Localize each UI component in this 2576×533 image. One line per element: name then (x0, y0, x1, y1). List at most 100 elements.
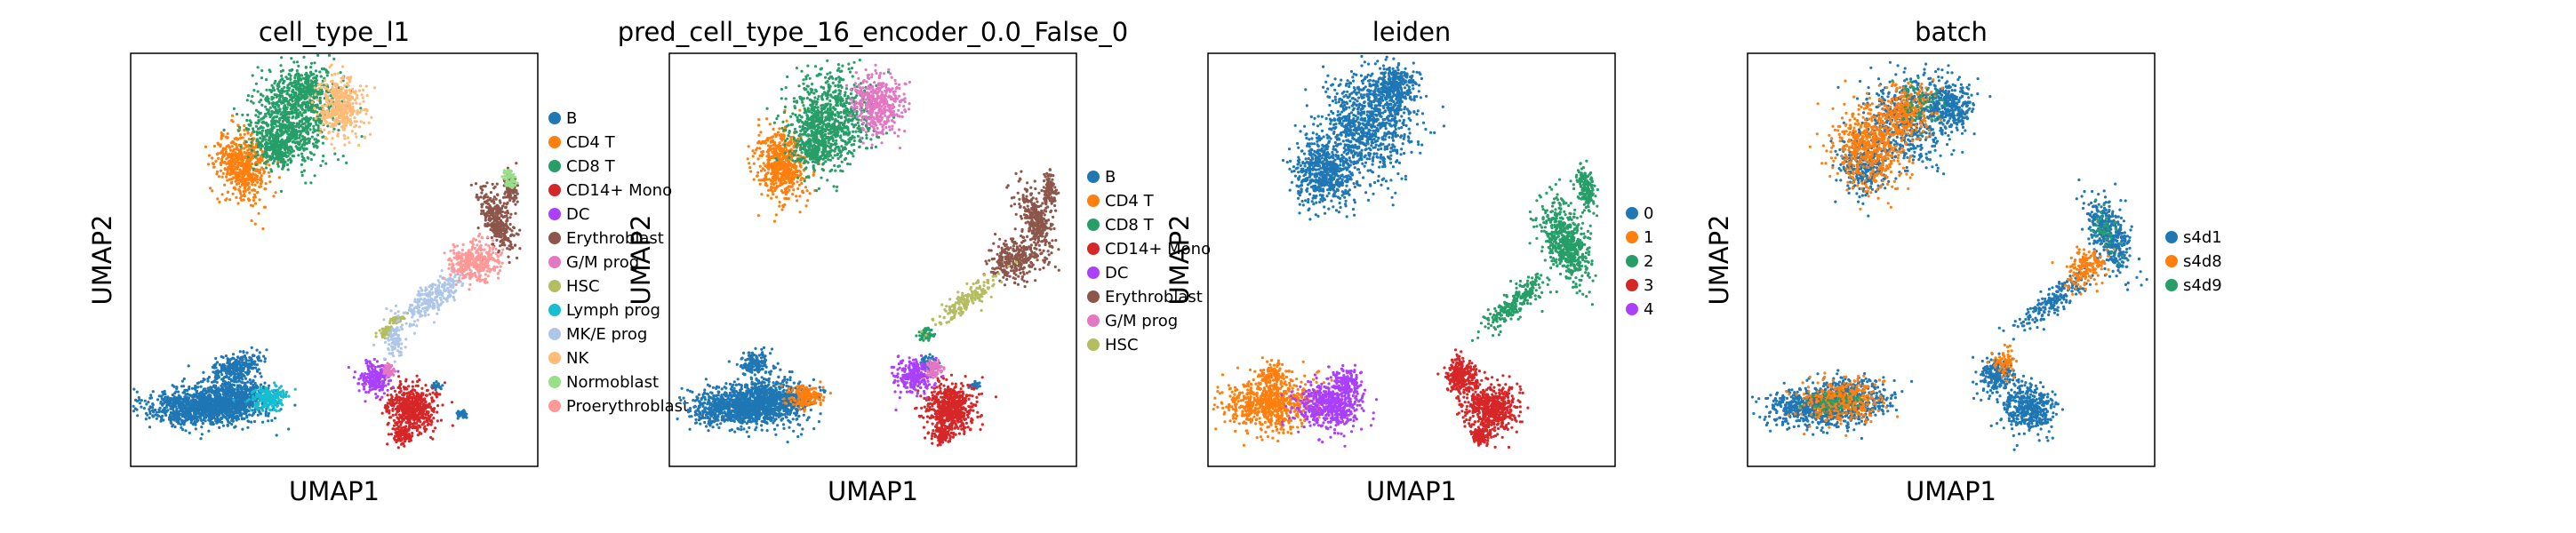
scatter-point (479, 195, 483, 199)
scatter-point (304, 80, 308, 84)
scatter-point (296, 147, 300, 151)
scatter-point (220, 137, 223, 140)
scatter-point (164, 393, 167, 396)
scatter-point (380, 395, 384, 399)
scatter-point (241, 113, 244, 116)
scatter-point (260, 359, 263, 362)
scatter-point (245, 414, 249, 418)
scatter-point (228, 402, 232, 405)
scatter-point (388, 398, 391, 402)
scatter-point (228, 362, 232, 365)
scatter-point (315, 140, 318, 144)
scatter-point (171, 412, 174, 416)
scatter-point (232, 159, 236, 163)
scatter-point (244, 404, 248, 408)
scatter-point (219, 169, 222, 172)
scatter-point (373, 365, 377, 370)
scatter-point (148, 416, 151, 419)
scatter-point (156, 398, 160, 402)
scatter-point (148, 410, 152, 413)
scatter-point (480, 205, 484, 209)
scatter-point (220, 400, 225, 403)
scatter-point (260, 121, 264, 124)
scatter-point (247, 359, 251, 362)
scatter-point (492, 195, 496, 199)
scatter-point (274, 110, 277, 114)
scatter-point (291, 140, 294, 144)
scatter-point (490, 235, 494, 240)
scatter-point (420, 392, 424, 395)
scatter-point (362, 378, 365, 382)
scatter-point (177, 412, 180, 416)
scatter-point (300, 96, 303, 100)
scatter-point (254, 124, 258, 128)
scatter-point (250, 140, 253, 144)
scatter-point (190, 386, 195, 390)
scatter-point (227, 420, 230, 424)
scatter-point (212, 385, 215, 388)
scatter-point (252, 366, 255, 370)
scatter-point (508, 240, 512, 244)
scatter-point (425, 394, 428, 397)
scatter-point (376, 365, 380, 369)
scatter-point (242, 189, 245, 194)
scatter-point (431, 386, 435, 390)
scatter-point (429, 413, 433, 417)
scatter-point (181, 407, 185, 410)
scatter-point (260, 76, 264, 80)
scatter-point (256, 180, 260, 184)
scatter-point (239, 147, 243, 151)
scatter-point (303, 159, 307, 163)
scatter-point (293, 91, 297, 94)
scatter-point (303, 76, 307, 80)
scatter-point (230, 145, 234, 148)
scatter-point (261, 420, 265, 424)
scatter-point (236, 395, 240, 399)
scatter-point (370, 371, 373, 375)
scatter-point (263, 135, 267, 139)
scatter-point (275, 124, 278, 128)
scatter-point (297, 122, 300, 125)
scatter-point (407, 391, 411, 394)
scatter-point (268, 180, 272, 184)
scatter-point (267, 147, 270, 151)
scatter-point (386, 423, 389, 426)
scatter-point (253, 222, 257, 226)
scatter-point (305, 126, 308, 130)
scatter-point (436, 404, 440, 408)
scatter-point (224, 402, 228, 406)
scatter-point (236, 129, 240, 132)
scatter-point (325, 74, 329, 77)
scatter-point (209, 386, 212, 389)
scatter-point (204, 145, 208, 148)
scatter-point (224, 147, 228, 150)
scatter-point (255, 348, 259, 352)
scatter-point (332, 57, 336, 60)
scatter-point (309, 61, 314, 65)
scatter-point (306, 83, 309, 86)
scatter-point (276, 164, 280, 168)
scatter-point (300, 119, 303, 123)
scatter-point (316, 124, 320, 128)
scatter-point (282, 99, 285, 103)
scatter-point (241, 372, 244, 376)
scatter-point (490, 209, 493, 212)
scatter-point (369, 374, 372, 378)
scatter-point (239, 412, 243, 416)
scatter-point (294, 136, 298, 139)
scatter-point (302, 100, 306, 104)
scatter-point (261, 138, 265, 141)
scatter-point (294, 145, 298, 148)
scatter-point (276, 132, 279, 137)
scatter-point (260, 103, 264, 107)
scatter-point (297, 64, 300, 68)
scatter-point (172, 385, 176, 388)
scatter-point (497, 228, 501, 232)
scatter-point (236, 369, 239, 372)
scatter-point (218, 426, 221, 429)
scatter-point (193, 413, 196, 417)
scatter-point (396, 446, 400, 449)
scatter-point (287, 427, 291, 431)
scatter-point (374, 386, 378, 390)
scatter-point (394, 413, 398, 417)
